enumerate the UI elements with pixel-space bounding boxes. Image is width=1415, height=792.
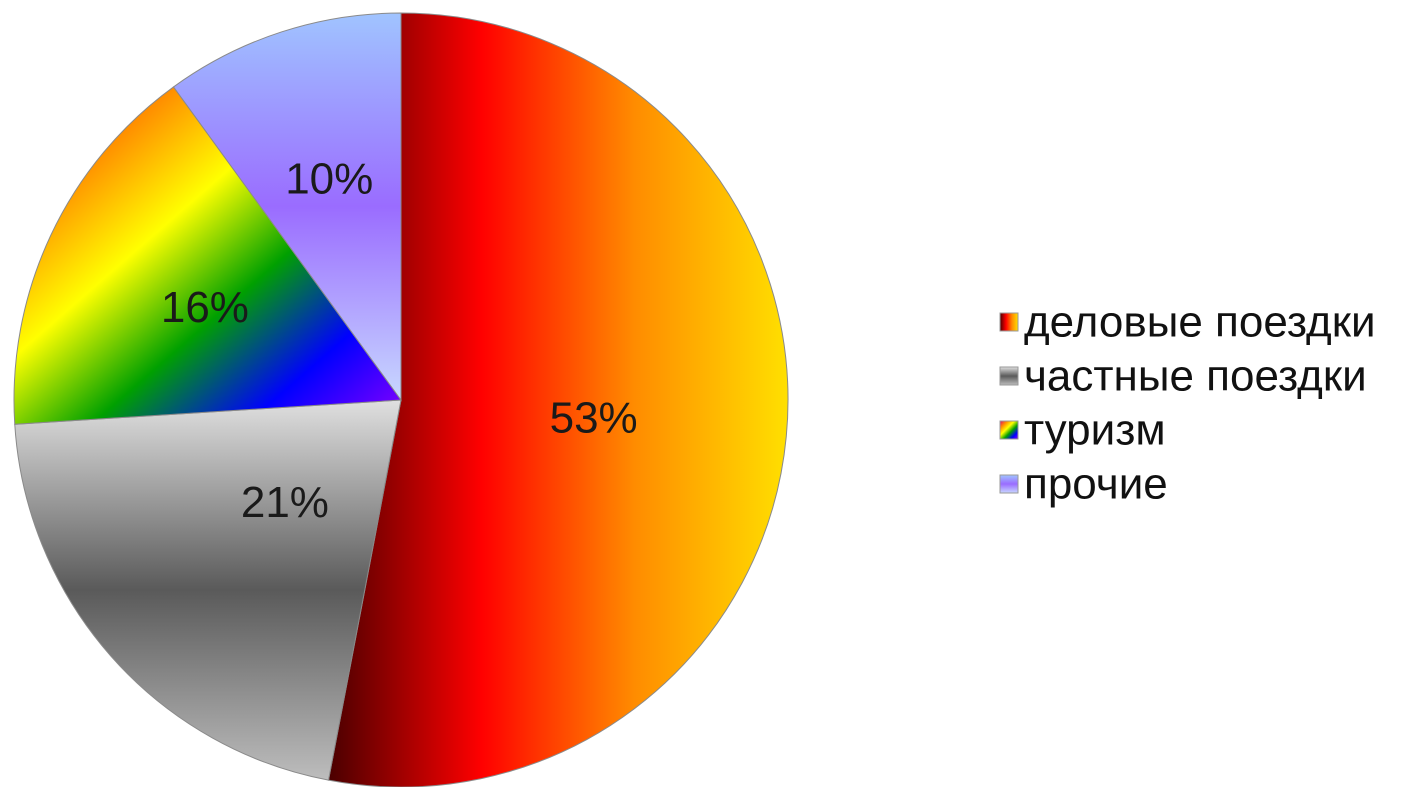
pie-slice-chastnye-poezdki	[14, 399, 402, 781]
chart-legend: деловые поездки частные поездки туризм проч…	[999, 298, 1376, 509]
legend-item-chastnye-poezdki: частные поездки	[999, 352, 1367, 401]
legend-swatch-delovye-poezdki	[999, 312, 1019, 332]
legend-item-turizm: туризм	[999, 406, 1166, 455]
legend-swatch-chastnye-poezdki	[999, 366, 1019, 386]
data-label-chastnye-poezdki: 21%	[241, 478, 329, 527]
legend-label-turizm: туризм	[1024, 406, 1166, 455]
data-label-turizm: 16%	[161, 283, 249, 332]
legend-swatch-turizm	[999, 420, 1019, 440]
legend-label-delovye-poezdki: деловые поездки	[1024, 298, 1376, 347]
data-label-prochie: 10%	[285, 155, 373, 204]
pie-slice-turizm	[13, 86, 402, 425]
legend-item-prochie: прочие	[999, 460, 1168, 509]
legend-label-prochie: прочие	[1024, 460, 1168, 509]
pie-slices	[13, 12, 789, 788]
data-label-delovye-poezdki: 53%	[550, 394, 638, 443]
pie-slice-prochie	[172, 12, 402, 402]
legend-swatch-prochie	[999, 474, 1019, 494]
pie-data-labels: 53% 21% 16% 10%	[161, 155, 638, 527]
pie-slice-delovye-poezdki	[327, 12, 789, 788]
legend-label-chastnye-poezdki: частные поездки	[1024, 352, 1367, 401]
legend-item-delovye-poezdki: деловые поездки	[999, 298, 1376, 347]
